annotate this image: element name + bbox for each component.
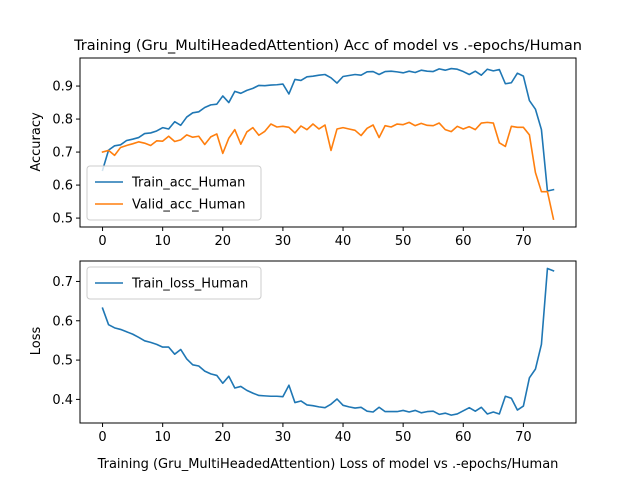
loss-y-axis-label: Loss bbox=[29, 327, 44, 356]
loss-x-axis-label: Training (Gru_MultiHeadedAttention) Loss… bbox=[97, 457, 559, 472]
accuracy-x-tick-label: 0 bbox=[98, 234, 106, 249]
accuracy-y-tick-label: 0.8 bbox=[52, 113, 73, 128]
loss-axes-frame bbox=[79, 260, 577, 424]
accuracy-axes-frame bbox=[79, 57, 577, 228]
accuracy-x-tick-label: 10 bbox=[154, 234, 171, 249]
accuracy-x-tick-label: 30 bbox=[275, 234, 292, 249]
loss-x-tick-label: 10 bbox=[154, 430, 171, 445]
accuracy-plot-area: 0 10 20 30 40 50 60 70 0.5 0.6 0.7 0.8 0.9 Train_acc_… bbox=[52, 57, 577, 249]
loss-x-tick-label: 20 bbox=[215, 430, 232, 445]
accuracy-legend-box bbox=[86, 165, 262, 221]
accuracy-legend-label: Valid_acc_Human bbox=[132, 198, 245, 213]
loss-y-tick-label: 0.6 bbox=[52, 314, 73, 329]
loss-x-tick-label: 40 bbox=[335, 430, 352, 445]
accuracy-series-line-1 bbox=[101, 67, 555, 192]
accuracy-x-tick-label: 60 bbox=[455, 234, 472, 249]
loss-legend-box bbox=[86, 266, 262, 300]
accuracy-y-tick-label: 0.9 bbox=[52, 80, 73, 95]
loss-legend-label: Train_loss_Human bbox=[131, 277, 248, 292]
loss-subplot: Training (Gru_MultiHeadedAttention) Loss… bbox=[29, 260, 577, 472]
accuracy-y-tick-label: 0.7 bbox=[52, 146, 73, 161]
accuracy-legend: Train_acc_Human Valid_acc_Human bbox=[86, 165, 262, 221]
accuracy-y-tick-label: 0.6 bbox=[52, 179, 73, 194]
accuracy-x-tick-label: 40 bbox=[335, 234, 352, 249]
loss-x-tick-label: 30 bbox=[275, 430, 292, 445]
loss-y-tick-label: 0.5 bbox=[52, 354, 73, 369]
loss-x-tick-label: 70 bbox=[515, 430, 532, 445]
accuracy-x-tick-label: 70 bbox=[515, 234, 532, 249]
loss-y-tick-label: 0.7 bbox=[52, 275, 73, 290]
accuracy-x-tick-label: 50 bbox=[395, 234, 412, 249]
accuracy-chart-title: Training (Gru_MultiHeadedAttention) Acc … bbox=[73, 38, 582, 54]
loss-x-tick-label: 60 bbox=[455, 430, 472, 445]
accuracy-x-tick-label: 20 bbox=[215, 234, 232, 249]
loss-y-tick-label: 0.4 bbox=[52, 393, 73, 408]
accuracy-subplot: Training (Gru_MultiHeadedAttention) Acc … bbox=[29, 38, 582, 249]
accuracy-y-axis-label: Accuracy bbox=[29, 112, 44, 172]
loss-plot-area: 0 10 20 30 40 50 60 70 0.4 0.5 0.6 0.7 Train_loss_Hu… bbox=[52, 260, 577, 445]
accuracy-y-tick-label: 0.5 bbox=[52, 212, 73, 227]
accuracy-legend-label: Train_acc_Human bbox=[131, 176, 245, 191]
accuracy-series-line-2 bbox=[101, 121, 555, 221]
loss-series-line-1 bbox=[101, 267, 555, 416]
loss-x-tick-label: 50 bbox=[395, 430, 412, 445]
loss-x-tick-label: 0 bbox=[98, 430, 106, 445]
loss-legend: Train_loss_Human bbox=[86, 266, 262, 300]
